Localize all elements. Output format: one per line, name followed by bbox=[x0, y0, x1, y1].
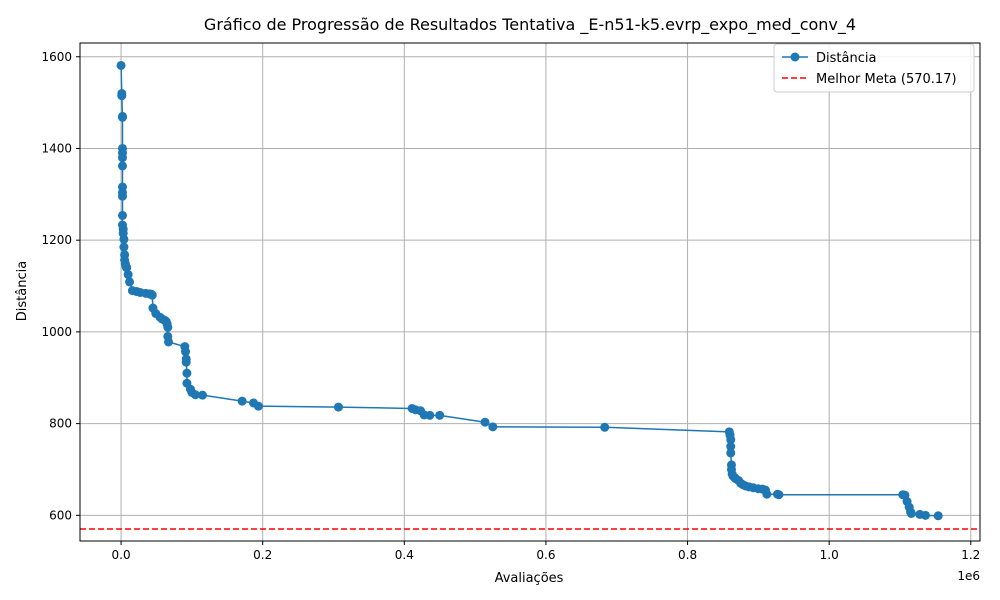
data-point bbox=[182, 368, 192, 378]
x-axis-offset-label: 1e6 bbox=[957, 569, 980, 583]
data-point bbox=[726, 435, 736, 445]
plot-area bbox=[80, 60, 980, 530]
data-point bbox=[116, 60, 126, 70]
y-tick-label: 1200 bbox=[41, 233, 72, 247]
data-point bbox=[726, 442, 736, 452]
y-axis-ticks: 600 800 1000 1200 1400 1600 bbox=[41, 50, 80, 522]
distance-series-markers bbox=[116, 60, 943, 521]
data-point bbox=[164, 337, 174, 347]
data-point bbox=[920, 510, 930, 520]
data-point bbox=[488, 422, 498, 432]
legend-distance-marker bbox=[790, 52, 800, 62]
plot-frame bbox=[79, 42, 981, 542]
data-point bbox=[333, 402, 343, 412]
y-tick-label: 600 bbox=[49, 508, 72, 522]
data-point bbox=[117, 191, 127, 201]
data-point bbox=[762, 489, 772, 499]
data-point bbox=[125, 277, 135, 287]
x-tick-label: 1.0 bbox=[820, 548, 839, 562]
data-point bbox=[119, 242, 129, 252]
y-tick-label: 1000 bbox=[41, 325, 72, 339]
data-point bbox=[147, 290, 157, 300]
data-point bbox=[906, 508, 916, 518]
x-tick-label: 0.2 bbox=[253, 548, 272, 562]
data-point bbox=[726, 448, 736, 458]
data-point bbox=[117, 91, 127, 101]
data-point bbox=[117, 161, 127, 171]
x-tick-label: 1.2 bbox=[961, 548, 980, 562]
chart-title: Gráfico de Progressão de Resultados Tent… bbox=[204, 15, 856, 35]
data-point bbox=[435, 410, 445, 420]
data-point bbox=[122, 263, 132, 273]
data-point bbox=[774, 490, 784, 500]
legend-distance-label: Distância bbox=[816, 51, 876, 66]
data-point bbox=[933, 511, 943, 521]
y-axis-label: Distância bbox=[15, 261, 30, 321]
grid bbox=[80, 43, 980, 541]
data-point bbox=[198, 390, 207, 400]
data-point bbox=[253, 401, 263, 411]
x-tick-label: 0.4 bbox=[395, 548, 414, 562]
data-point bbox=[117, 153, 127, 163]
data-point bbox=[119, 234, 129, 244]
legend-target-label: Melhor Meta (570.17) bbox=[816, 72, 957, 87]
y-tick-label: 1600 bbox=[41, 50, 72, 64]
data-point bbox=[181, 347, 191, 357]
y-tick-label: 800 bbox=[49, 417, 72, 431]
legend-box bbox=[773, 43, 975, 93]
data-point bbox=[600, 422, 610, 432]
x-axis-ticks: 0.0 0.2 0.4 0.6 0.8 1.0 1.2 bbox=[112, 541, 980, 562]
x-tick-label: 0.8 bbox=[678, 548, 697, 562]
x-tick-label: 0.6 bbox=[536, 548, 555, 562]
data-point bbox=[480, 417, 490, 427]
data-point bbox=[117, 210, 127, 220]
data-point bbox=[117, 112, 127, 122]
data-point bbox=[123, 270, 133, 280]
data-point bbox=[163, 322, 173, 332]
legend: Distância Melhor Meta (570.17) bbox=[773, 43, 975, 93]
data-point bbox=[190, 390, 200, 400]
x-axis-label: Avaliações bbox=[495, 571, 564, 586]
data-point bbox=[425, 410, 435, 420]
y-tick-label: 1400 bbox=[41, 141, 72, 155]
x-tick-label: 0.0 bbox=[112, 548, 131, 562]
data-point bbox=[181, 357, 191, 367]
data-point bbox=[237, 396, 247, 406]
